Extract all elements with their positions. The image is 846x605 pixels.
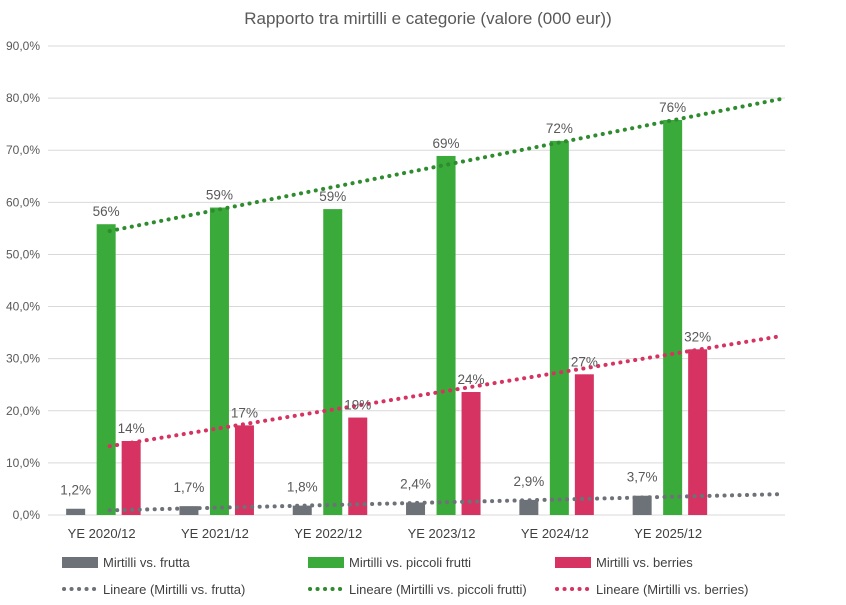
bar xyxy=(121,441,141,515)
legend-label: Lineare (Mirtilli vs. berries) xyxy=(596,582,748,597)
x-tick-label: YE 2023/12 xyxy=(408,526,476,541)
data-label: 27% xyxy=(571,354,598,369)
bar xyxy=(436,155,456,515)
data-label: 19% xyxy=(344,398,371,413)
data-label: 2,4% xyxy=(400,476,431,491)
bar xyxy=(406,502,426,515)
legend-swatch xyxy=(308,557,344,568)
legend-swatch xyxy=(62,557,98,568)
data-label: 59% xyxy=(319,189,346,204)
bar xyxy=(574,374,594,515)
bar xyxy=(66,508,86,515)
data-label: 2,9% xyxy=(513,474,544,489)
bar xyxy=(549,140,569,515)
trendline xyxy=(107,492,782,513)
data-label: 14% xyxy=(118,421,145,436)
legend-swatch xyxy=(555,557,591,568)
x-tick-label: YE 2021/12 xyxy=(181,526,249,541)
bar xyxy=(688,349,708,515)
data-label: 76% xyxy=(659,100,686,115)
y-tick-label: 10,0% xyxy=(6,456,40,470)
y-tick-label: 90,0% xyxy=(6,39,40,53)
y-tick-label: 20,0% xyxy=(6,404,40,418)
bar xyxy=(323,209,343,515)
y-tick-label: 40,0% xyxy=(6,300,40,314)
legend-label: Lineare (Mirtilli vs. frutta) xyxy=(103,582,245,597)
legend-label: Mirtilli vs. frutta xyxy=(103,555,190,570)
legend-label: Mirtilli vs. berries xyxy=(596,555,693,570)
data-label: 56% xyxy=(93,204,120,219)
data-label: 17% xyxy=(231,405,258,420)
data-label: 59% xyxy=(206,188,233,203)
bar xyxy=(519,499,539,515)
bar xyxy=(209,207,229,516)
bar xyxy=(96,224,116,515)
legend-label: Mirtilli vs. piccoli frutti xyxy=(349,555,471,570)
bar xyxy=(348,417,368,515)
data-label: 1,8% xyxy=(287,480,318,495)
bars-layer xyxy=(66,119,708,516)
x-tick-label: YE 2025/12 xyxy=(634,526,702,541)
y-tick-label: 80,0% xyxy=(6,91,40,105)
bar xyxy=(234,425,254,515)
data-label: 32% xyxy=(684,329,711,344)
trendline xyxy=(107,97,782,233)
x-tick-label: YE 2020/12 xyxy=(68,526,136,541)
chart-title: Rapporto tra mirtilli e categorie (valor… xyxy=(244,9,612,28)
y-tick-label: 70,0% xyxy=(6,143,40,157)
x-tick-label: YE 2024/12 xyxy=(521,526,589,541)
bar xyxy=(292,505,312,515)
labels-layer: 1,2% 1,7% 1,8% 2,4% 2,9% 3,7% 56% 59% 59% 69% 72% 7… xyxy=(60,100,711,541)
bar xyxy=(632,495,652,515)
trendline xyxy=(107,334,782,449)
bar xyxy=(663,119,683,516)
y-tick-label: 60,0% xyxy=(6,195,40,209)
y-tick-label: 0,0% xyxy=(13,508,41,522)
legend: Mirtilli vs. frutta Mirtilli vs. piccoli … xyxy=(62,555,748,597)
data-label: 24% xyxy=(458,372,485,387)
y-tick-label: 30,0% xyxy=(6,352,40,366)
y-tick-label: 50,0% xyxy=(6,247,40,261)
data-label: 1,2% xyxy=(60,483,91,498)
x-tick-label: YE 2022/12 xyxy=(294,526,362,541)
legend-label: Lineare (Mirtilli vs. piccoli frutti) xyxy=(349,582,527,597)
bar xyxy=(461,392,481,515)
data-label: 72% xyxy=(546,121,573,136)
trend-layer xyxy=(107,97,782,513)
grid-layer: 0,0% 10,0% 20,0% 30,0% 40,0% 50,0% 60,0% 70,0% 8… xyxy=(6,39,785,522)
data-label: 3,7% xyxy=(627,470,658,485)
bar xyxy=(179,506,199,515)
data-label: 1,7% xyxy=(174,480,205,495)
data-label: 69% xyxy=(433,136,460,151)
